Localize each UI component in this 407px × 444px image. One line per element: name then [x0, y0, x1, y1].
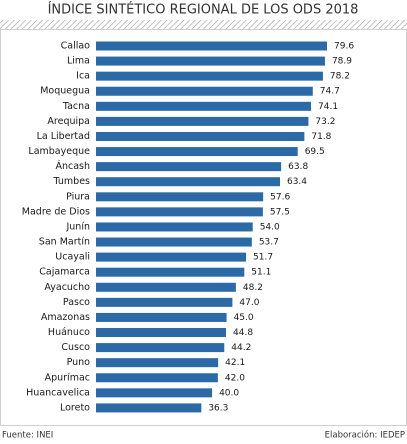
value-label: 54.0: [260, 222, 280, 232]
bar: [96, 207, 263, 217]
bar: [96, 192, 264, 202]
value-label: 47.0: [239, 298, 259, 308]
category-label: Arequipa: [47, 116, 90, 127]
value-label: 73.2: [315, 117, 335, 127]
value-label: 36.3: [208, 403, 228, 413]
category-label: Callao: [61, 41, 91, 52]
value-label: 45.0: [234, 313, 254, 323]
bar: [96, 328, 227, 338]
category-label: Ucayali: [55, 252, 90, 263]
category-label: Moquegua: [40, 86, 90, 97]
bar: [96, 282, 236, 292]
source-note: Fuente: INEI: [2, 431, 53, 441]
value-label: 42.0: [225, 373, 245, 383]
category-label: Tumbes: [53, 176, 91, 187]
credit-note: Elaboración: IEDEP: [325, 430, 405, 441]
bar: [96, 343, 225, 353]
bar: [96, 237, 252, 247]
bar: [96, 101, 312, 111]
value-label: 48.2: [243, 283, 263, 293]
category-label: Amazonas: [41, 312, 90, 323]
bar: [96, 147, 298, 157]
bar: [96, 358, 219, 368]
category-label: Ayacucho: [44, 282, 90, 293]
value-label: 79.6: [334, 42, 354, 52]
value-label: 69.5: [305, 147, 325, 157]
bar: [96, 312, 227, 322]
bar: [96, 373, 218, 383]
value-label: 74.7: [320, 87, 340, 97]
value-label: 51.7: [253, 253, 273, 263]
value-label: 57.6: [270, 192, 290, 202]
category-label: San Martín: [39, 237, 90, 248]
value-label: 78.9: [332, 57, 352, 67]
bar: [96, 116, 309, 126]
category-label: Pasco: [63, 297, 90, 308]
bar: [96, 177, 280, 187]
category-label: Cajamarca: [39, 267, 90, 278]
value-label: 44.8: [233, 328, 253, 338]
value-label: 71.8: [311, 132, 331, 142]
category-label: Junín: [65, 221, 90, 232]
category-label: Apurímac: [45, 372, 90, 383]
category-label: Lima: [67, 56, 90, 67]
bar: [96, 56, 325, 66]
value-label: 63.8: [288, 162, 308, 172]
bar: [96, 71, 323, 81]
value-label: 63.4: [287, 177, 307, 187]
bar: [96, 388, 213, 398]
category-label: Madre de Dios: [22, 206, 90, 217]
category-label: Ica: [76, 71, 90, 82]
value-label: 51.1: [251, 268, 271, 278]
category-label: La Libertad: [37, 131, 90, 142]
title-band: [0, 20, 407, 29]
bar: [96, 297, 233, 307]
bar: [96, 162, 282, 172]
bar: [96, 222, 253, 232]
bar: [96, 41, 327, 51]
category-label: Tacna: [62, 101, 90, 112]
category-label: Huánuco: [48, 327, 90, 338]
value-label: 78.2: [330, 72, 350, 82]
value-label: 57.5: [270, 207, 290, 217]
bar: [96, 267, 245, 277]
category-label: Piura: [66, 191, 90, 202]
category-label: Cusco: [61, 342, 90, 353]
bar: [96, 131, 305, 141]
bar: [96, 86, 313, 96]
bar: [96, 252, 247, 262]
value-label: 53.7: [259, 238, 279, 248]
category-label: Puno: [67, 357, 91, 368]
value-label: 44.2: [231, 343, 251, 353]
category-label: Huancavelica: [26, 387, 90, 398]
chart-title: ÍNDICE SINTÉTICO REGIONAL DE LOS ODS 201…: [48, 2, 359, 18]
value-label: 40.0: [219, 388, 239, 398]
category-label: Lambayeque: [28, 146, 90, 157]
value-label: 74.1: [318, 102, 338, 112]
category-label: Loreto: [60, 402, 90, 413]
category-label: Áncash: [55, 160, 90, 172]
value-label: 42.1: [225, 358, 245, 368]
bar: [96, 403, 202, 413]
